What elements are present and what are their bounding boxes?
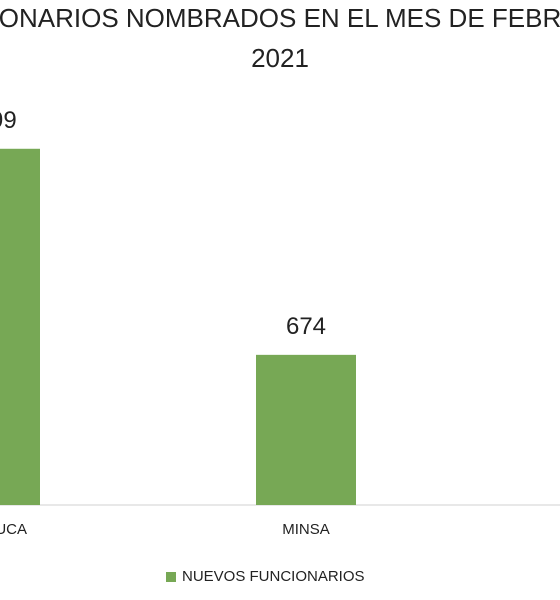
legend-label: NUEVOS FUNCIONARIOS — [182, 568, 365, 585]
legend-swatch — [166, 572, 176, 582]
data-label: 1599 — [0, 107, 17, 134]
bar — [256, 354, 356, 505]
chart-title: ONARIOS NOMBRADOS EN EL MES DE FEBR — [0, 3, 560, 33]
data-label: 674 — [286, 313, 326, 340]
bar — [0, 148, 40, 506]
chart-title: 2021 — [251, 43, 309, 73]
x-tick-label: MINSA — [282, 521, 330, 538]
x-tick-label: UCA — [0, 521, 27, 538]
